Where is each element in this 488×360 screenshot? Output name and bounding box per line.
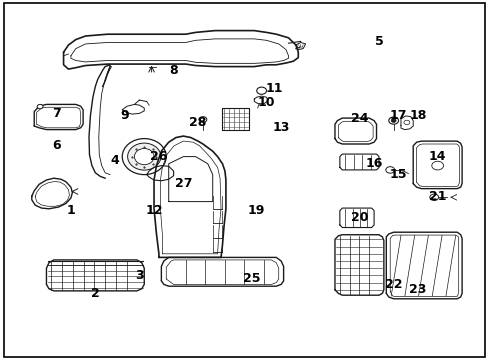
Text: 10: 10 (257, 96, 275, 109)
Text: 20: 20 (350, 211, 367, 224)
Circle shape (429, 194, 438, 201)
Text: 26: 26 (150, 150, 167, 163)
Text: 2: 2 (91, 287, 100, 300)
Circle shape (390, 119, 395, 122)
Ellipse shape (122, 139, 166, 175)
Text: 12: 12 (145, 204, 163, 217)
Text: 6: 6 (52, 139, 61, 152)
Text: 3: 3 (135, 269, 143, 282)
Text: 5: 5 (374, 35, 383, 48)
Circle shape (388, 117, 398, 124)
Text: 13: 13 (272, 121, 289, 134)
Text: 9: 9 (120, 109, 129, 122)
Circle shape (431, 161, 443, 170)
Text: 28: 28 (189, 116, 206, 129)
Text: 24: 24 (350, 112, 367, 125)
Text: 4: 4 (110, 154, 119, 167)
Text: 8: 8 (169, 64, 178, 77)
Text: 21: 21 (428, 190, 446, 203)
Text: 7: 7 (52, 107, 61, 120)
Text: 27: 27 (174, 177, 192, 190)
Circle shape (37, 104, 43, 109)
Text: 23: 23 (408, 283, 426, 296)
Ellipse shape (127, 143, 161, 170)
Text: 22: 22 (384, 278, 402, 291)
Ellipse shape (134, 149, 154, 165)
Circle shape (256, 87, 266, 94)
Text: 18: 18 (408, 109, 426, 122)
Circle shape (403, 120, 409, 125)
Circle shape (385, 167, 394, 173)
Text: 19: 19 (247, 204, 265, 217)
Circle shape (199, 117, 206, 122)
Text: 1: 1 (66, 204, 75, 217)
Text: 15: 15 (389, 168, 407, 181)
Text: 25: 25 (243, 273, 260, 285)
Text: 16: 16 (365, 157, 382, 170)
Text: 11: 11 (264, 82, 282, 95)
Text: 14: 14 (428, 150, 446, 163)
Text: 17: 17 (389, 109, 407, 122)
